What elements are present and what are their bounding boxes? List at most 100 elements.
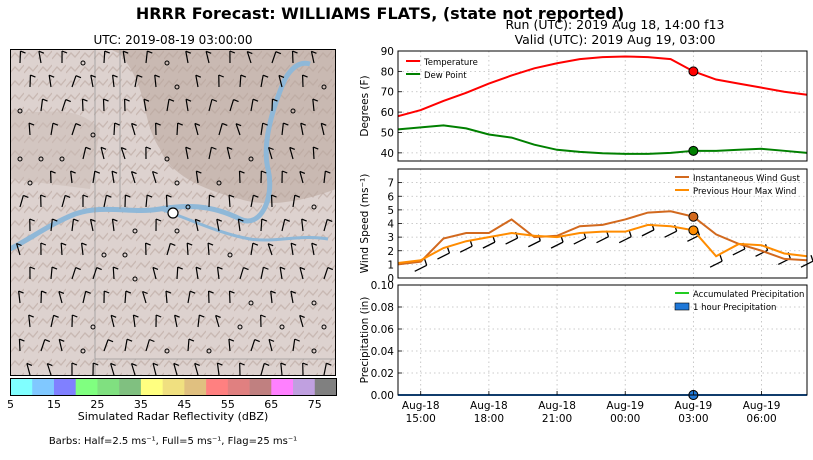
barb-feather xyxy=(216,218,222,222)
barb-feather xyxy=(294,194,301,198)
barb-feather xyxy=(155,218,162,222)
wind-barb xyxy=(573,237,587,245)
barb-shaft xyxy=(134,75,138,88)
wind-barb-feather xyxy=(446,246,451,254)
barb-feather xyxy=(247,51,253,55)
barb-feather xyxy=(19,338,25,342)
x-tick-label-time: 18:00 xyxy=(474,413,504,425)
barb-feather xyxy=(121,147,127,151)
panel-frame xyxy=(397,168,808,279)
current-marker xyxy=(688,145,699,156)
y-tick-label: 0.00 xyxy=(371,390,394,402)
calm-barb xyxy=(17,156,23,162)
barb-shaft xyxy=(208,147,213,160)
barb-feather xyxy=(52,218,58,222)
series-line-1 xyxy=(397,210,808,266)
y-tick-label: 0.04 xyxy=(371,346,395,358)
barb-shaft xyxy=(195,171,199,184)
barb-shaft xyxy=(311,243,315,256)
barb-feather xyxy=(29,266,36,270)
y-tick-label: 80 xyxy=(381,66,394,78)
barb-shaft xyxy=(60,242,63,256)
barb-feather xyxy=(152,362,159,366)
colorbar-tick-label: 15 xyxy=(47,398,61,410)
barb-feather xyxy=(133,314,139,318)
legend: Accumulated Precipitation 1 hour Precipit… xyxy=(674,290,804,313)
colorbar: 5 15 25 35 45 55 65 75 xyxy=(8,378,337,410)
barb-feather xyxy=(72,314,78,318)
barb-shaft xyxy=(250,195,254,208)
wind-barb xyxy=(459,245,473,253)
barb-shaft xyxy=(152,267,157,280)
colorbar-cell xyxy=(249,378,272,396)
barb-shaft xyxy=(26,363,31,376)
barb-shaft xyxy=(228,338,231,352)
y-tick-label: 0 xyxy=(387,273,394,285)
chart-panel-1: 40 50 60 70 80 90 Degrees (F) Temperature Dew Po… xyxy=(359,46,808,162)
barb-feather xyxy=(229,50,236,54)
barb-shaft xyxy=(103,339,109,352)
barb-feather xyxy=(111,170,118,174)
barb-shaft xyxy=(289,147,294,160)
barb-feather xyxy=(205,50,212,54)
barb-feather xyxy=(284,218,290,222)
barb-feather xyxy=(302,362,308,366)
colorbar-cell xyxy=(140,378,163,396)
barb-feather xyxy=(271,194,277,198)
barb-feather xyxy=(243,266,249,271)
barb-shaft xyxy=(90,75,94,88)
barb-feather xyxy=(70,170,76,174)
barb-shaft xyxy=(122,51,126,64)
wind-barb xyxy=(482,241,496,249)
x-tick-label-time: 21:00 xyxy=(542,413,572,425)
run-valid-title: Run (UTC): 2019 Aug 18, 14:00 f13 Valid … xyxy=(370,17,813,47)
barb-shaft xyxy=(301,219,304,232)
barb-shaft xyxy=(268,147,273,160)
x-tick-label-time: 06:00 xyxy=(746,413,776,425)
colorbar-label: Simulated Radar Reflectivity (dBZ) xyxy=(77,410,269,423)
barb-shaft xyxy=(323,363,327,376)
barb-shaft xyxy=(292,195,296,208)
river xyxy=(10,60,311,252)
barb-feather xyxy=(103,98,109,102)
barb-shaft xyxy=(310,51,315,64)
barb-feather xyxy=(166,194,172,198)
barb-shaft xyxy=(187,338,190,352)
wind-barb xyxy=(709,260,723,268)
barb-shaft xyxy=(216,267,220,280)
barb-shaft xyxy=(28,122,31,136)
barb-shaft xyxy=(279,267,283,280)
barb-feather xyxy=(189,290,196,294)
barb-shaft xyxy=(215,315,220,328)
barb-shaft xyxy=(142,291,147,304)
barb-feather xyxy=(145,242,151,246)
barb-feather xyxy=(207,242,214,246)
barb-shaft xyxy=(280,362,283,376)
colorbar-tick-label: 25 xyxy=(90,398,104,410)
calm-barb xyxy=(174,228,180,234)
barb-feather xyxy=(53,314,59,318)
barb-shaft xyxy=(15,243,21,256)
barb-shaft xyxy=(100,147,105,160)
barb-shaft xyxy=(111,75,115,88)
barb-shaft xyxy=(113,122,116,136)
barb-feather xyxy=(85,146,91,150)
barb-feather xyxy=(313,146,319,150)
barb-feather xyxy=(188,338,195,342)
wind-barb-feather xyxy=(719,254,723,262)
barb-feather xyxy=(208,290,214,294)
barb-shaft xyxy=(260,267,265,280)
barb-shaft xyxy=(124,339,128,352)
barb-feather xyxy=(282,170,288,174)
y-tick-label: 60 xyxy=(381,107,394,119)
barb-shaft xyxy=(239,267,245,280)
barb-shaft xyxy=(292,339,296,352)
colorbar-cell xyxy=(10,378,33,396)
barb-shaft xyxy=(235,123,241,136)
barb-feather xyxy=(61,50,68,54)
y-tick-label: 70 xyxy=(381,87,394,99)
calm-barb xyxy=(80,60,86,66)
barb-shaft xyxy=(237,219,241,232)
barb-feather xyxy=(177,122,183,126)
